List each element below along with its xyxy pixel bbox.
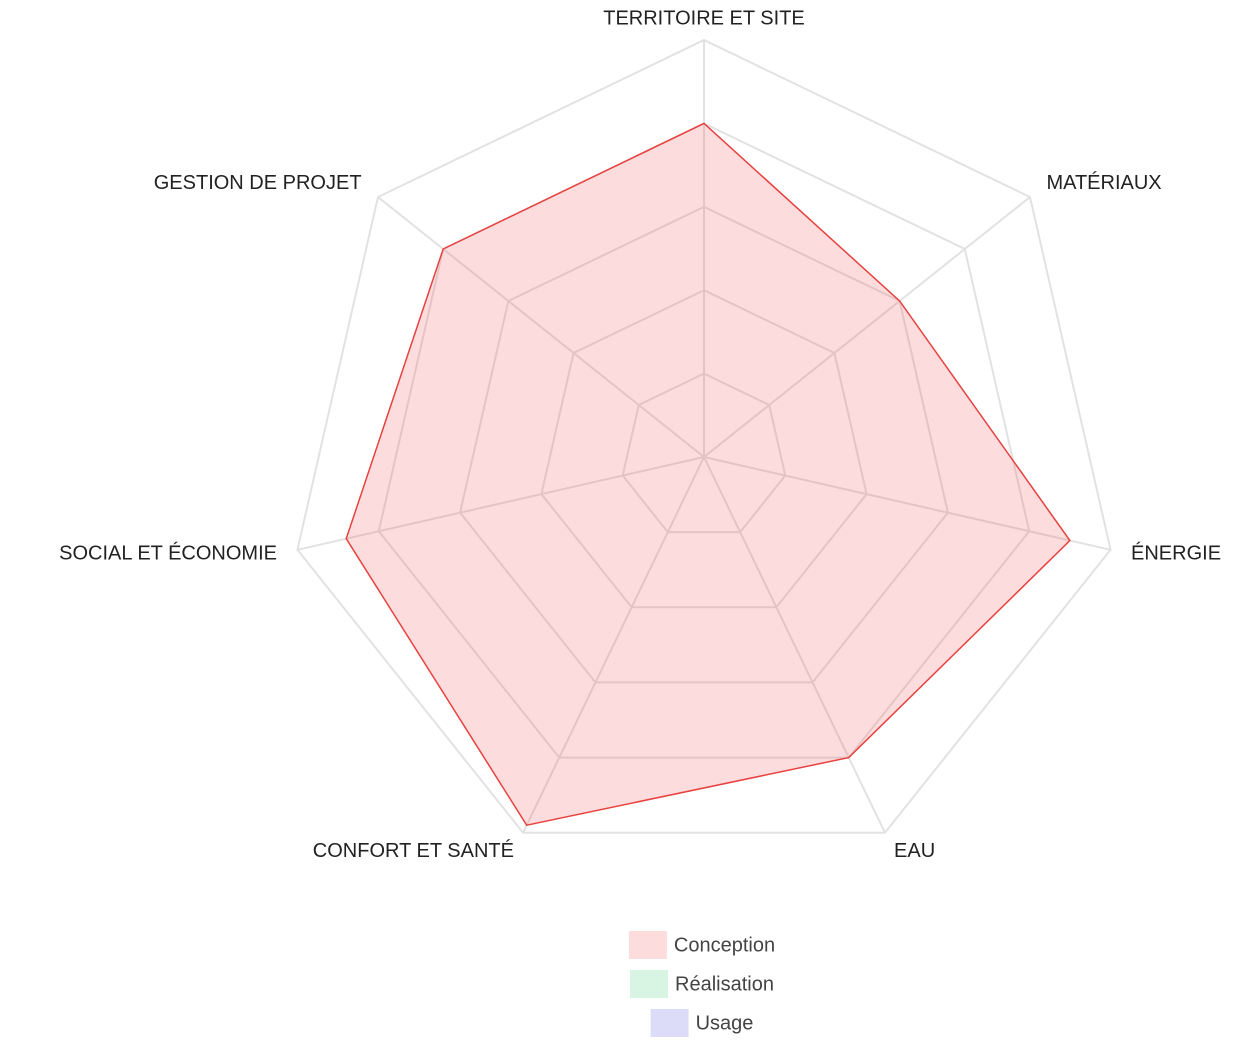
- axis-label: TERRITOIRE ET SITE: [603, 7, 805, 29]
- spoke: [377, 196, 705, 458]
- axis-label: ÉNERGIE: [1131, 542, 1221, 565]
- legend-label: Réalisation: [675, 973, 774, 995]
- spoke: [703, 456, 1111, 551]
- spoke: [297, 456, 705, 551]
- legend-label: Conception: [674, 934, 775, 956]
- grid-ring: [621, 372, 787, 534]
- spoke: [703, 196, 1031, 458]
- series-area: [345, 122, 1071, 827]
- legend-swatch: [628, 931, 667, 959]
- legend-swatch: [630, 970, 669, 998]
- legend-swatch: [650, 1009, 689, 1037]
- axis-label: SOCIAL ET ÉCONOMIE: [59, 542, 277, 565]
- axis-label: CONFORT ET SANTÉ: [313, 839, 514, 862]
- legend-label: Usage: [696, 1012, 754, 1034]
- axis-label: MATÉRIAUX: [1046, 171, 1161, 194]
- spoke: [703, 456, 886, 834]
- grid-ring: [377, 122, 1031, 759]
- axis-label: GESTION DE PROJET: [154, 172, 362, 194]
- grid-ring: [540, 289, 868, 609]
- grid-ring: [458, 205, 950, 684]
- spoke: [522, 456, 705, 834]
- grid-ring: [296, 38, 1112, 834]
- axis-label: EAU: [894, 840, 935, 862]
